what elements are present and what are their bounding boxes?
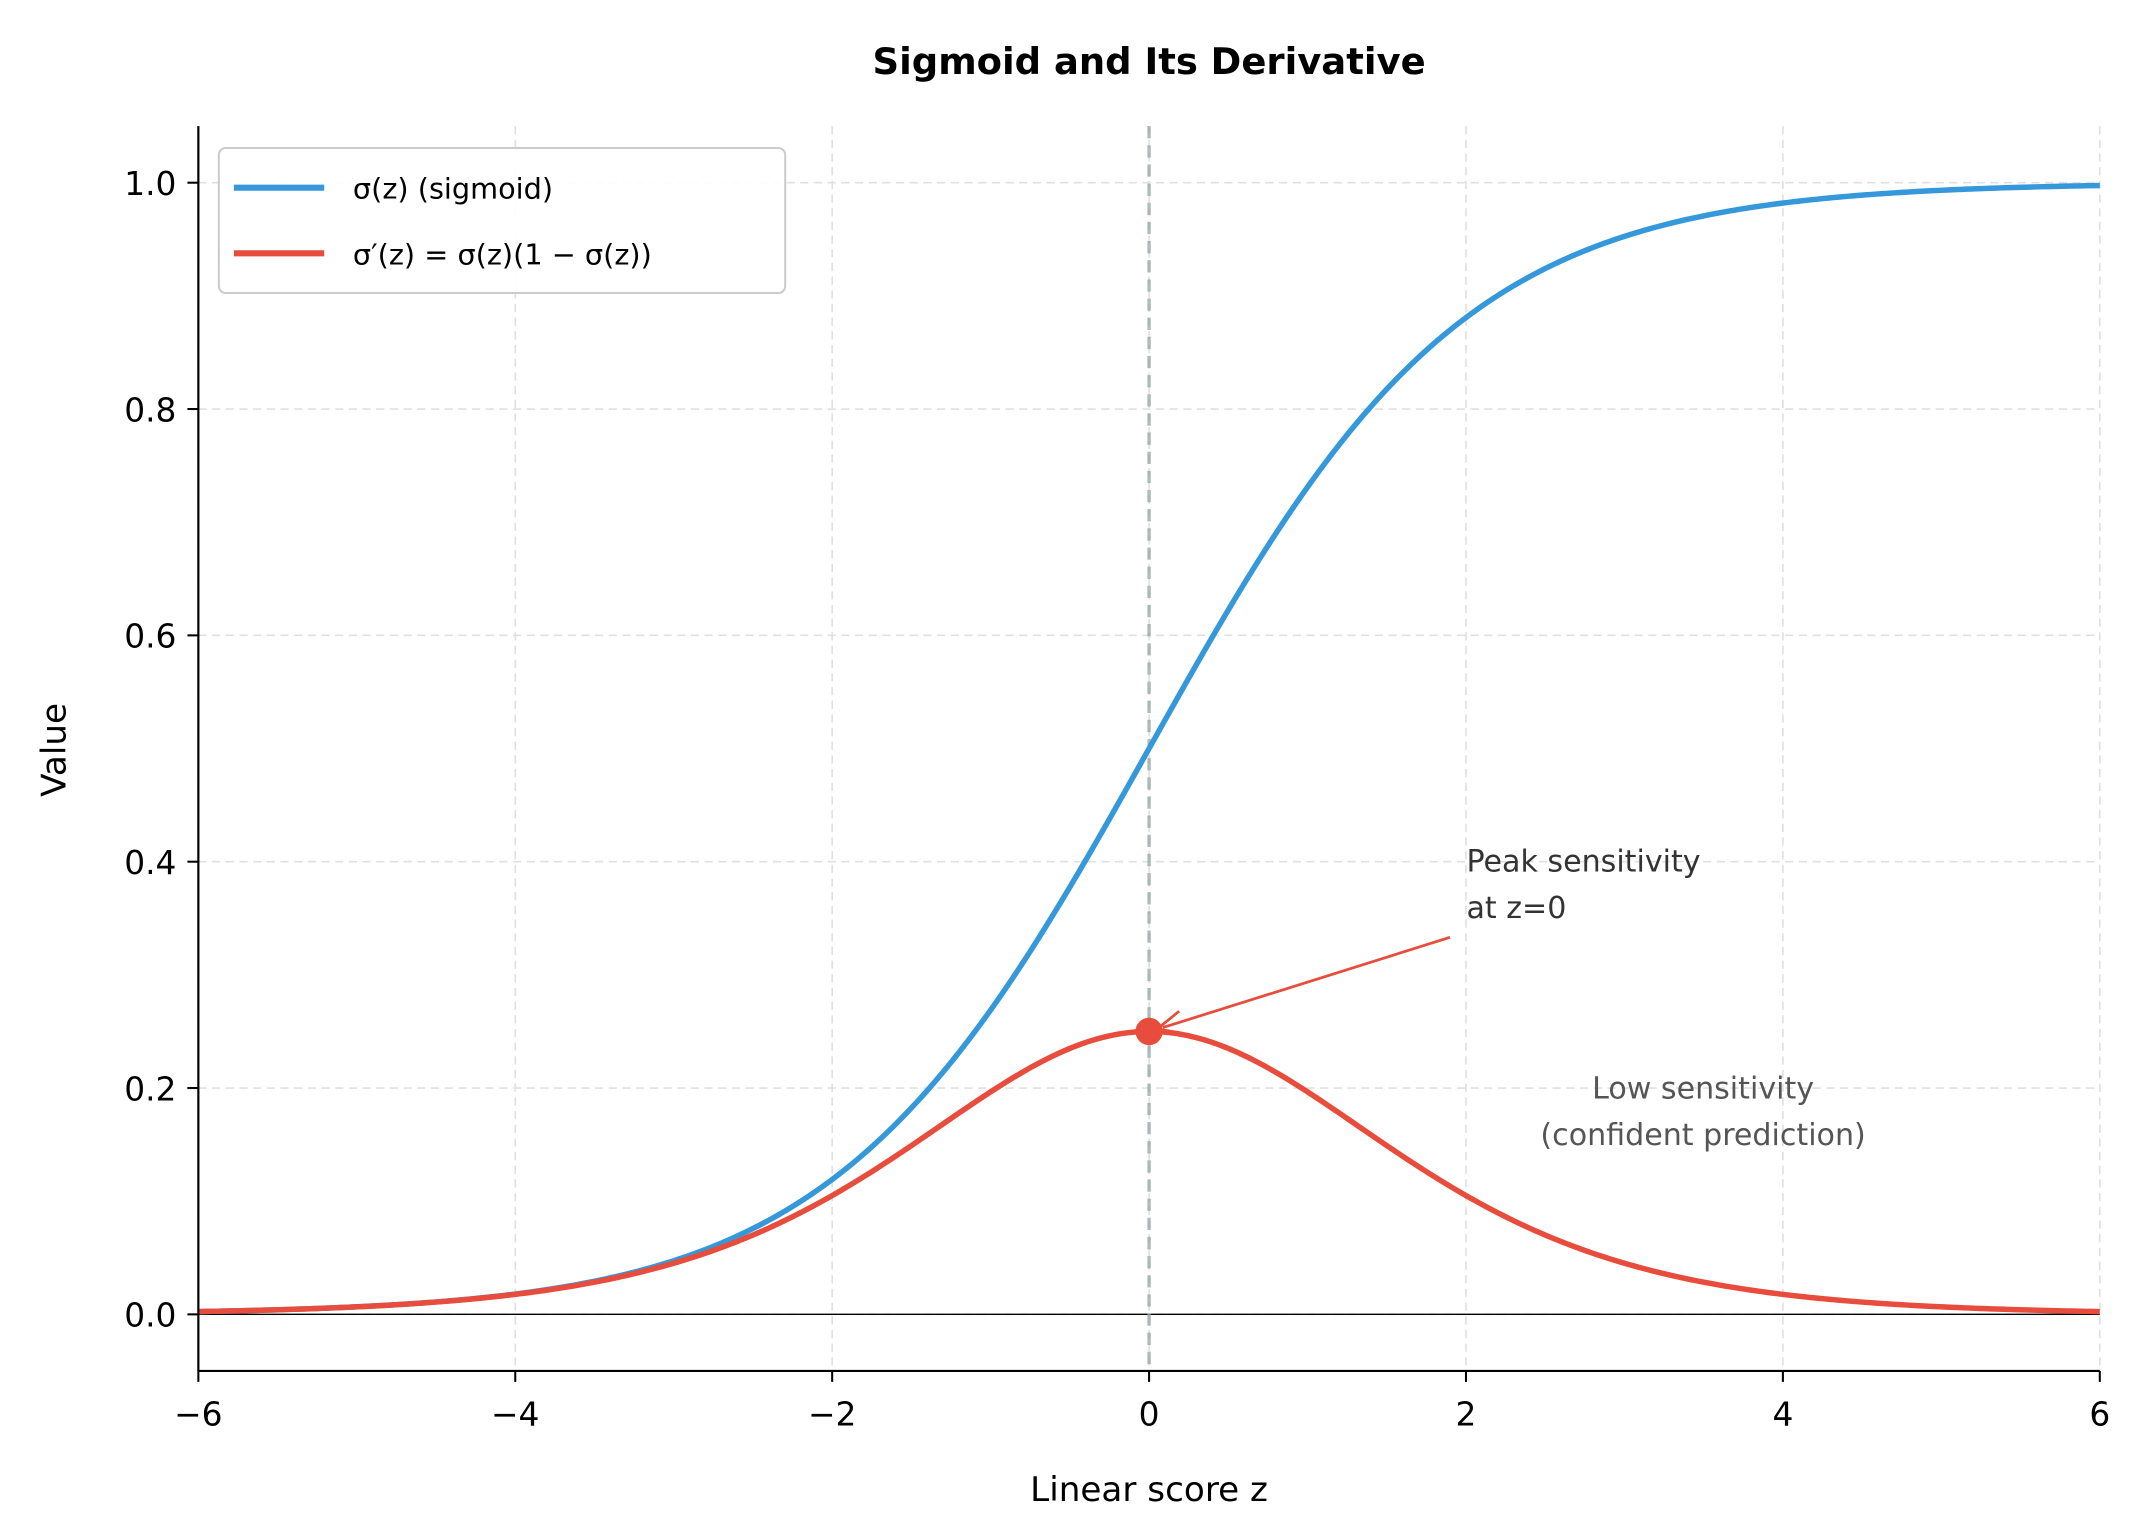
annotation-low-line2: (confident prediction) [1540, 1118, 1865, 1153]
annotation-peak-line2: at z=0 [1466, 891, 1566, 926]
x-tick-label: 6 [2089, 1396, 2110, 1434]
chart-title: Sigmoid and Its Derivative [873, 40, 1426, 83]
x-tick-label: 0 [1139, 1396, 1160, 1434]
legend-label-sigmoid: σ(z) (sigmoid) [353, 172, 553, 206]
legend: σ(z) (sigmoid) σ′(z) = σ(z)(1 − σ(z)) [217, 146, 787, 295]
y-axis-label: Value [35, 703, 75, 797]
series-group [198, 182, 2100, 1315]
annotation-peak-line1: Peak sensitivity [1466, 845, 1700, 880]
annotation-low-line1: Low sensitivity [1592, 1072, 1814, 1107]
y-tick-label: 0.2 [124, 1070, 176, 1108]
y-tick-label: 0.6 [124, 618, 176, 656]
annotation-low: Low sensitivity (confident prediction) [1540, 1072, 1865, 1154]
x-tick-label: −6 [174, 1396, 222, 1434]
x-tick-label: −2 [808, 1396, 856, 1434]
ticks: −6 −4 −2 0 2 4 6 0.0 0.2 0.4 0.6 0.8 1.0 [124, 165, 2110, 1434]
peak-marker [1135, 1017, 1163, 1046]
legend-label-derivative: σ′(z) = σ(z)(1 − σ(z)) [353, 237, 652, 271]
x-axis-label: Linear score z [1030, 1470, 1268, 1510]
annotation-arrow [1162, 936, 1451, 1029]
x-tick-label: 4 [1772, 1396, 1793, 1434]
legend-box [217, 146, 787, 295]
arrowhead-icon [1156, 1010, 1183, 1035]
y-tick-label: 1.0 [124, 165, 176, 203]
y-tick-label: 0.4 [124, 844, 176, 882]
y-tick-label: 0.8 [124, 391, 176, 429]
x-tick-label: −4 [491, 1396, 539, 1434]
y-tick-label: 0.0 [124, 1297, 176, 1335]
x-tick-label: 2 [1456, 1396, 1477, 1434]
annotation-peak: Peak sensitivity at z=0 [1156, 845, 1701, 1035]
